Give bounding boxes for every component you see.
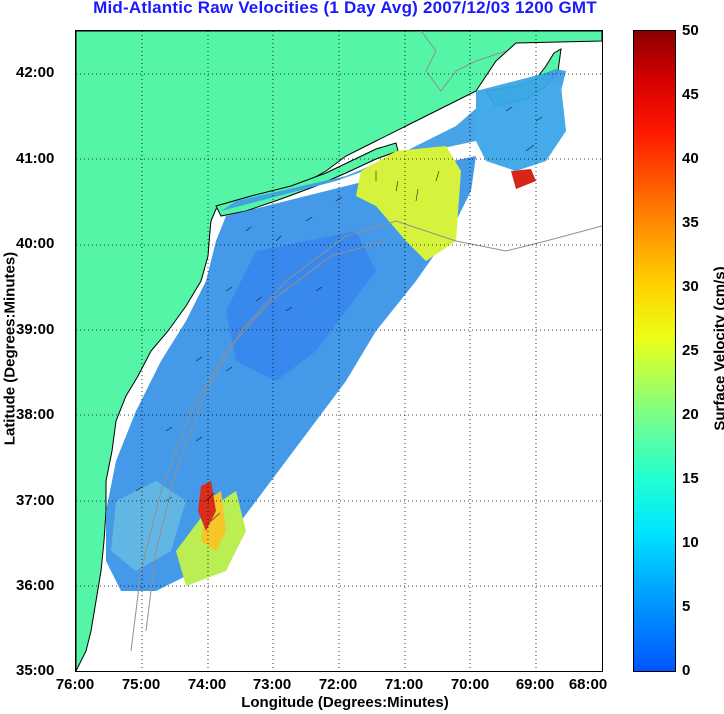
plot-title: Mid-Atlantic Raw Velocities (1 Day Avg) … [93,0,597,17]
colorbar-tick: 10 [682,534,699,551]
colorbar-tick: 50 [682,22,699,39]
colorbar-tick: 0 [682,662,691,679]
x-axis-label: Longitude (Degrees:Minutes) [241,694,449,711]
xtick-label: 68:00 [568,676,608,693]
colorbar-tick: 35 [682,214,699,231]
map-svg [76,31,602,671]
ytick-label: 37:00 [16,492,55,509]
bathymetry-contours [130,31,602,652]
map-area[interactable] [75,30,603,672]
velocity-field [106,69,566,591]
colorbar [633,30,676,672]
land-mainland [76,31,602,671]
xtick-label: 73:00 [252,676,292,693]
ytick-label: 42:00 [16,64,55,81]
ytick-label: 38:00 [16,406,55,423]
ytick-label: 36:00 [16,577,55,594]
colorbar-tick: 40 [682,150,699,167]
xtick-label: 70:00 [450,676,490,693]
xtick-label: 71:00 [384,676,424,693]
colorbar-label: Surface Velocity (cm/s) [711,266,724,431]
colorbar-tick: 20 [682,406,699,423]
colorbar-tick: 5 [682,598,691,615]
colorbar-tick: 45 [682,86,699,103]
colorbar-tick: 30 [682,278,699,295]
y-axis-label: Latitude (Degrees:Minutes) [1,251,19,446]
colorbar-tick: 15 [682,470,699,487]
xtick-label: 69:00 [515,676,555,693]
ytick-label: 35:00 [16,662,55,679]
xtick-label: 75:00 [121,676,161,693]
colorbar-tick: 25 [682,342,699,359]
ytick-label: 39:00 [16,321,55,338]
ytick-label: 40:00 [16,235,55,252]
ytick-label: 41:00 [16,150,55,167]
xtick-label: 74:00 [187,676,227,693]
map-grid [76,31,602,671]
xtick-label: 76:00 [55,676,95,693]
xtick-label: 72:00 [318,676,358,693]
